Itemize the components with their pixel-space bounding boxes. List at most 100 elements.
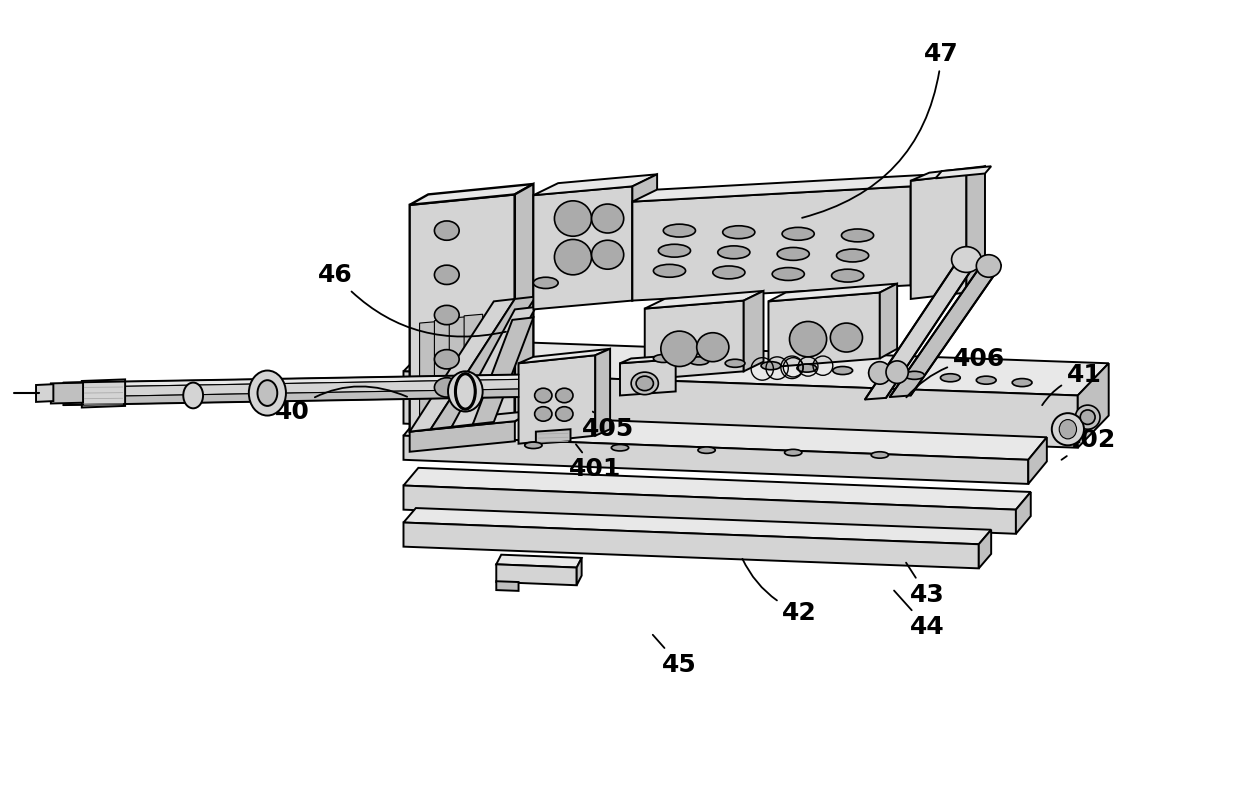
Text: 47: 47 [802, 42, 959, 218]
Polygon shape [910, 166, 985, 181]
Ellipse shape [976, 376, 996, 384]
Ellipse shape [434, 349, 459, 369]
Polygon shape [880, 284, 897, 358]
Text: 406: 406 [906, 347, 1004, 397]
Ellipse shape [663, 224, 696, 237]
Polygon shape [403, 468, 1030, 510]
Ellipse shape [554, 240, 591, 275]
Text: 45: 45 [652, 635, 697, 677]
Polygon shape [518, 355, 595, 444]
Ellipse shape [611, 445, 629, 451]
Polygon shape [978, 529, 991, 568]
Polygon shape [632, 174, 657, 300]
Ellipse shape [697, 332, 729, 362]
Polygon shape [1078, 363, 1109, 448]
Polygon shape [51, 383, 83, 404]
Polygon shape [533, 186, 632, 309]
Polygon shape [409, 194, 515, 432]
Polygon shape [536, 429, 570, 444]
Ellipse shape [713, 266, 745, 279]
Polygon shape [769, 292, 880, 367]
Ellipse shape [556, 388, 573, 403]
Ellipse shape [661, 331, 698, 366]
Polygon shape [451, 307, 536, 427]
Polygon shape [910, 174, 935, 286]
Polygon shape [496, 581, 518, 591]
Ellipse shape [434, 305, 459, 324]
Ellipse shape [773, 268, 805, 281]
Ellipse shape [837, 249, 869, 262]
Ellipse shape [554, 201, 591, 236]
Ellipse shape [833, 366, 853, 374]
Polygon shape [645, 291, 764, 308]
Ellipse shape [869, 362, 892, 384]
Polygon shape [910, 174, 966, 299]
Polygon shape [744, 291, 764, 371]
Ellipse shape [1080, 410, 1095, 424]
Polygon shape [515, 184, 533, 421]
Polygon shape [449, 316, 467, 419]
Ellipse shape [725, 359, 745, 367]
Text: 405: 405 [582, 412, 634, 441]
Ellipse shape [534, 388, 552, 403]
Polygon shape [518, 349, 610, 363]
Ellipse shape [434, 221, 459, 240]
Polygon shape [1016, 492, 1030, 533]
Text: 42: 42 [743, 558, 817, 625]
Polygon shape [419, 321, 438, 422]
Ellipse shape [951, 247, 981, 273]
Polygon shape [577, 558, 582, 585]
Text: 46: 46 [319, 263, 506, 337]
Ellipse shape [653, 354, 673, 362]
Ellipse shape [887, 361, 908, 383]
Polygon shape [403, 508, 991, 544]
Ellipse shape [782, 228, 815, 240]
Ellipse shape [790, 321, 827, 357]
Polygon shape [496, 564, 577, 585]
Ellipse shape [434, 266, 459, 285]
Text: 40: 40 [275, 387, 407, 424]
Polygon shape [63, 379, 518, 397]
Ellipse shape [904, 371, 924, 379]
Polygon shape [632, 174, 935, 202]
Ellipse shape [1075, 405, 1100, 429]
Ellipse shape [869, 369, 889, 377]
Ellipse shape [258, 380, 278, 406]
Polygon shape [1028, 437, 1047, 484]
Ellipse shape [434, 378, 459, 397]
Polygon shape [409, 421, 515, 452]
Polygon shape [632, 186, 910, 300]
Polygon shape [409, 299, 515, 432]
Polygon shape [620, 359, 676, 395]
Ellipse shape [1012, 378, 1032, 387]
Ellipse shape [723, 226, 755, 239]
Polygon shape [409, 411, 533, 432]
Ellipse shape [533, 278, 558, 288]
Text: 401: 401 [569, 445, 621, 482]
Ellipse shape [658, 245, 691, 257]
Ellipse shape [534, 407, 552, 421]
Ellipse shape [653, 265, 686, 278]
Polygon shape [82, 379, 125, 408]
Ellipse shape [940, 374, 960, 382]
Ellipse shape [184, 383, 203, 408]
Ellipse shape [249, 370, 286, 416]
Polygon shape [403, 413, 1047, 460]
Ellipse shape [976, 255, 1001, 278]
Polygon shape [63, 374, 518, 387]
Polygon shape [620, 354, 687, 363]
Polygon shape [866, 259, 978, 399]
Polygon shape [36, 384, 53, 402]
Ellipse shape [831, 323, 863, 352]
Ellipse shape [636, 376, 653, 391]
Text: 402: 402 [1061, 428, 1116, 460]
Ellipse shape [785, 449, 802, 456]
Ellipse shape [448, 371, 482, 412]
Polygon shape [935, 166, 991, 178]
Ellipse shape [698, 447, 715, 454]
Polygon shape [464, 314, 482, 417]
Polygon shape [403, 486, 1016, 533]
Polygon shape [403, 371, 1078, 448]
Ellipse shape [1059, 420, 1076, 439]
Polygon shape [409, 184, 533, 205]
